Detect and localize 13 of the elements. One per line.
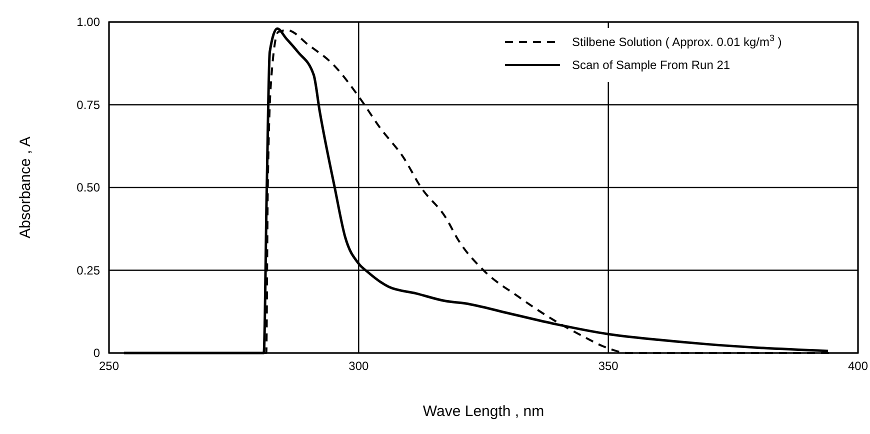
x-tick-label: 250 <box>98 359 120 373</box>
x-tick-label: 350 <box>598 359 619 373</box>
x-axis-title: Wave Length , nm <box>422 403 544 420</box>
y-axis-title: Absorbance , A <box>17 136 34 238</box>
y-tick-label: 0 <box>93 346 100 360</box>
y-tick-label: 0.25 <box>76 263 100 278</box>
y-tick-label: 0.50 <box>76 180 100 194</box>
legend-label: Scan of Sample From Run 21 <box>572 58 730 72</box>
legend-label: Stilbene Solution ( Approx. 0.01 kg/m$^{3}$ ) <box>572 33 782 49</box>
y-tick-label: 0.75 <box>76 98 100 112</box>
x-tick-label: 400 <box>848 359 868 373</box>
x-tick-label: 300 <box>348 359 369 373</box>
y-tick-label: 1.00 <box>76 15 100 29</box>
